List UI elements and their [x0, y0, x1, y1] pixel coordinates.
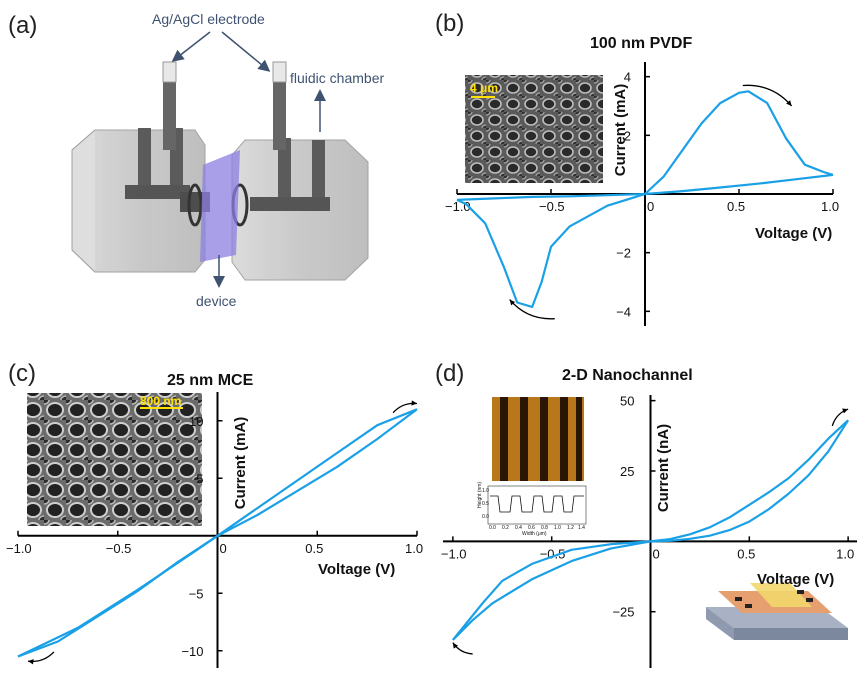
svg-text:0.4: 0.4 [515, 525, 522, 531]
y-tick-label: −4 [616, 304, 631, 319]
svg-text:0.0: 0.0 [489, 525, 496, 531]
nanochannel-chip-schematic [706, 583, 848, 640]
panel-label-b: (b) [435, 10, 465, 37]
svg-text:Width (μm): Width (μm) [522, 531, 547, 537]
y-tick-label: 5 [196, 471, 203, 486]
series-line-d-0 [650, 419, 849, 543]
x-tick-label: 0 [647, 199, 654, 214]
sem-inset-pvdf [465, 75, 603, 183]
right-chamber [231, 138, 369, 281]
svg-text:1.0: 1.0 [482, 488, 489, 494]
x-axis-label-d: Voltage (V) [757, 571, 834, 588]
chamber-label: fluidic chamber [290, 70, 384, 86]
series-line-d-1 [650, 419, 850, 543]
series-line-c-1 [17, 408, 418, 658]
sweep-arrow-head [27, 659, 34, 665]
sweep-arrow [452, 642, 473, 655]
x-tick-label: −1.0 [441, 546, 467, 561]
sweep-arrow-head [411, 400, 417, 406]
sweep-arrow-head [786, 100, 792, 106]
svg-text:0.2: 0.2 [502, 525, 509, 531]
y-tick-label: 25 [620, 464, 634, 479]
svg-text:0.5: 0.5 [482, 501, 489, 507]
x-axis-label-c: Voltage (V) [318, 561, 395, 578]
scale-bar-label-b: 4 μm [470, 81, 498, 95]
svg-text:1.2: 1.2 [567, 525, 574, 531]
y-axis-label-c: Current (mA) [232, 417, 249, 510]
scale-bar-label-c: 800 nm [140, 394, 181, 408]
y-tick-label: −2 [616, 246, 631, 261]
sweep-arrow-head [452, 642, 459, 649]
x-tick-label: −0.5 [106, 541, 132, 556]
electrode-label: Ag/AgCl electrode [152, 11, 265, 27]
y-tick-label: 4 [624, 70, 631, 85]
afm-inset: Height (nm) 1.0 0.5 0.0 0.0 0.2 0.4 0.6 … [477, 397, 587, 537]
chart-title-b: 100 nm PVDF [590, 35, 692, 52]
svg-text:1.0: 1.0 [554, 525, 561, 531]
left-chamber [71, 128, 210, 273]
y-tick-label: −10 [181, 644, 203, 659]
svg-text:0.6: 0.6 [528, 525, 535, 531]
ag-agcl-electrodes [162, 61, 287, 150]
series-line-b-0 [644, 90, 834, 195]
panel-label-a: (a) [8, 12, 38, 39]
panel-label-c: (c) [8, 360, 36, 387]
x-tick-label: 0 [220, 541, 227, 556]
y-tick-label: 50 [620, 394, 634, 409]
series-line-d-2 [452, 540, 651, 641]
x-tick-label: 1.0 [836, 546, 854, 561]
series-line-b-2 [456, 192, 646, 201]
device-label: device [196, 293, 237, 309]
x-tick-label: 0 [653, 546, 660, 561]
x-tick-label: −1.0 [6, 541, 32, 556]
sweep-arrow-head [509, 299, 516, 306]
svg-text:0.8: 0.8 [541, 525, 548, 531]
y-tick-label: −25 [612, 605, 634, 620]
series-line-d-3 [452, 540, 651, 641]
svg-text:1.4: 1.4 [578, 525, 585, 531]
sem-inset-mce [27, 393, 202, 526]
x-tick-label: 0.5 [305, 541, 323, 556]
y-axis-label-b: Current (mA) [612, 84, 629, 177]
y-tick-label: 10 [189, 414, 203, 429]
x-tick-label: −0.5 [539, 199, 565, 214]
sweep-arrow-head [842, 408, 849, 414]
series-line-b-1 [456, 173, 834, 308]
svg-text:0.0: 0.0 [482, 514, 489, 520]
x-tick-label: 0.5 [727, 199, 745, 214]
panel-label-d: (d) [435, 360, 465, 387]
y-tick-label: 2 [624, 128, 631, 143]
x-tick-label: 1.0 [405, 541, 423, 556]
device-membrane [200, 150, 240, 262]
svg-text:Height (nm): Height (nm) [477, 482, 483, 508]
x-axis-label-b: Voltage (V) [755, 225, 832, 242]
chart-title-d: 2-D Nanochannel [562, 367, 693, 384]
x-tick-label: 1.0 [821, 199, 839, 214]
x-tick-label: 0.5 [737, 546, 755, 561]
chart-title-c: 25 nm MCE [167, 372, 254, 389]
y-axis-label-d: Current (nA) [655, 424, 672, 512]
y-tick-label: −5 [189, 586, 204, 601]
x-tick-label: −0.5 [540, 546, 566, 561]
